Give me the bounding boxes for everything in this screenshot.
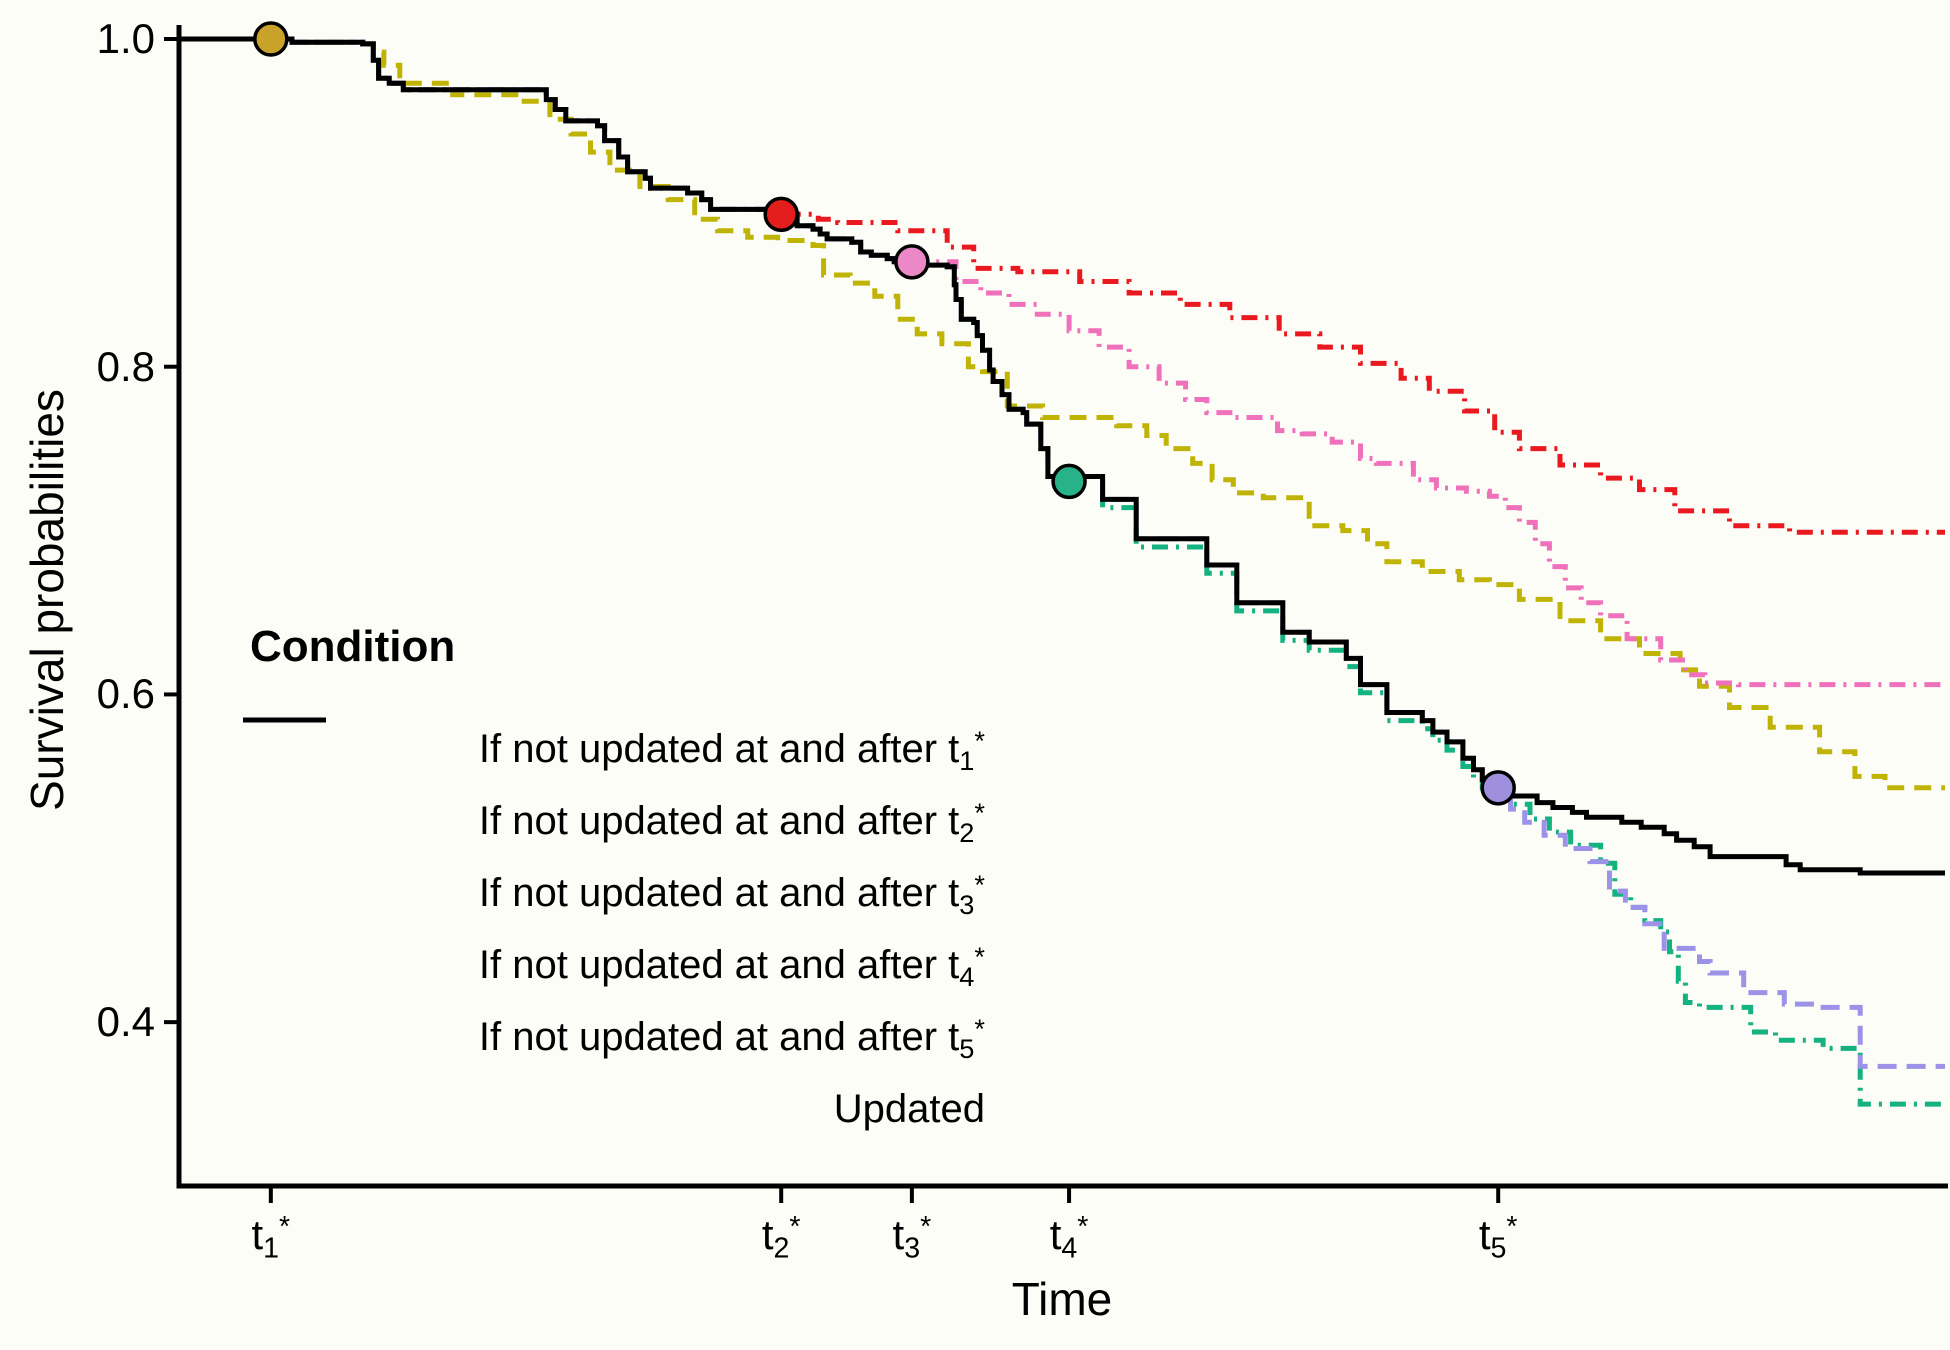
- marker-dot-t4: [1051, 463, 1087, 500]
- x-tick-label-t4: t4*: [1049, 1211, 1089, 1265]
- y-tick-label-1.0: 1.0: [96, 15, 155, 62]
- updated-curve: [179, 36, 1945, 876]
- legend-row-t3: If not updated at and after t3*: [240, 717, 985, 929]
- marker-dot-t3: [894, 244, 930, 280]
- legend-label: If not updated at and after t4*: [478, 940, 985, 992]
- marker-dot-t5: [1480, 770, 1516, 806]
- legend: If not updated at and after t1* If not u…: [240, 713, 985, 1145]
- y-tick-label-0.6: 0.6: [96, 670, 155, 718]
- marker-dot-t2: [763, 196, 799, 233]
- x-tick-label-t2: t2*: [761, 1211, 801, 1265]
- not_after_t3-curve: [179, 36, 1945, 688]
- legend-row-t4: If not updated at and after t4*: [240, 717, 985, 1001]
- x-axis-title: Time: [1011, 1273, 1113, 1325]
- x-tick-label-t1: t1*: [251, 1211, 291, 1265]
- legend-row-t2: If not updated at and after t2*: [240, 717, 985, 857]
- legend-label: If not updated at and after t5*: [478, 1012, 985, 1064]
- marker-dot-t1: [253, 21, 289, 57]
- x-tick-label-t3: t3*: [892, 1211, 932, 1265]
- legend-row-t1: If not updated at and after t1*: [240, 713, 985, 785]
- y-tick-label-0.8: 0.8: [96, 342, 155, 390]
- legend-key-line-icon: [243, 717, 326, 723]
- legend-label: If not updated at and after t3*: [478, 868, 985, 920]
- x-tick-label-t5: t5*: [1478, 1211, 1518, 1265]
- y-tick-label-0.4: 0.4: [96, 998, 155, 1046]
- not_after_t2-curve: [179, 36, 1945, 535]
- legend-label: If not updated at and after t1*: [478, 724, 985, 776]
- legend-row-t5: If not updated at and after t5*: [240, 717, 985, 1073]
- not_after_t1-curve: [179, 36, 1945, 791]
- legend-label: If not updated at and after t2*: [478, 796, 985, 848]
- legend-row-updated: Updated: [240, 717, 985, 1145]
- legend-title: Condition: [250, 622, 456, 671]
- legend-label: Updated: [833, 1086, 985, 1131]
